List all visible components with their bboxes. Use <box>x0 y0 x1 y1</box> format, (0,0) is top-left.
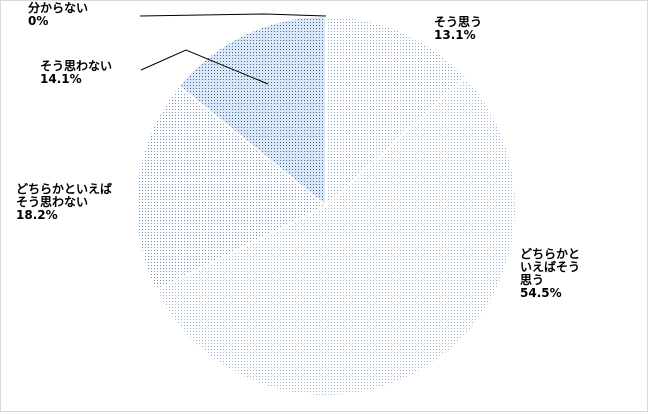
slice-label-4: 分からない 0% <box>28 0 88 28</box>
slice-label-line-1: いえばそう <box>520 259 580 274</box>
slice-label-line-2: そう思わない <box>16 195 88 209</box>
slice-label-line-1: どちらかと <box>520 247 580 261</box>
slice-label-line-4: 分からない <box>28 0 88 15</box>
slice-label-line-2: どちらかといえば <box>16 181 112 196</box>
slice-value-4: 0% <box>28 14 48 28</box>
pie-slice-2 <box>135 84 328 292</box>
slice-label-0: そう思う 13.1% <box>434 15 482 42</box>
pie-slice-0 <box>325 14 467 209</box>
slice-label-line-3: そう思わない <box>40 59 112 73</box>
slice-value-3: 14.1% <box>40 72 82 86</box>
slice-value-2: 18.2% <box>16 208 58 222</box>
slice-label-3: そう思わない 14.1% <box>40 59 112 86</box>
slice-label-line-0: そう思う <box>434 15 482 29</box>
slice-label-line-1: 思う <box>520 273 544 287</box>
leader-line-4 <box>139 13 327 17</box>
pie-slice-1 <box>154 75 517 397</box>
pie-slice-3 <box>177 14 327 209</box>
leader-line-3 <box>140 49 269 85</box>
slice-label-1: どちらかといえばそう思う 54.5% <box>520 247 580 300</box>
slice-value-1: 54.5% <box>520 286 562 300</box>
slice-value-0: 13.1% <box>434 28 476 42</box>
slice-label-2: どちらかといえばそう思わない 18.2% <box>16 181 112 222</box>
